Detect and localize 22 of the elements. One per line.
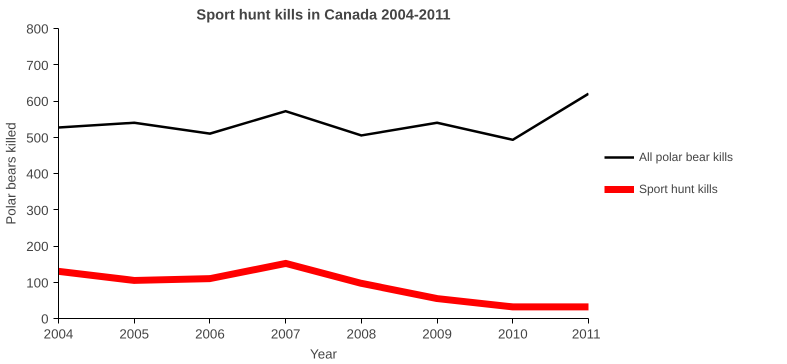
x-tick-label: 2011 bbox=[572, 326, 601, 342]
y-axis-title: Polar bears killed bbox=[3, 122, 18, 225]
chart-title: Sport hunt kills in Canada 2004-2011 bbox=[196, 8, 451, 24]
legend-label: All polar bear kills bbox=[639, 150, 734, 164]
y-tick-label: 100 bbox=[26, 275, 49, 290]
x-tick-label: 2006 bbox=[195, 326, 225, 342]
y-tick-label: 500 bbox=[26, 130, 49, 146]
legend-label: Sport hunt kills bbox=[639, 182, 718, 196]
x-tick-label: 2007 bbox=[270, 326, 300, 342]
y-tick-label: 700 bbox=[26, 58, 49, 73]
x-tick-label: 2008 bbox=[346, 326, 376, 342]
x-tick-label: 2005 bbox=[119, 326, 150, 342]
x-tick-label: 2009 bbox=[422, 326, 452, 342]
y-tick-label: 600 bbox=[26, 94, 49, 109]
x-axis-title: Year bbox=[310, 346, 338, 362]
y-tick-label: 800 bbox=[26, 22, 49, 36]
y-tick-label: 300 bbox=[26, 202, 49, 218]
y-tick-label: 0 bbox=[41, 312, 49, 326]
x-tick-label: 2010 bbox=[498, 326, 528, 342]
y-tick-label: 200 bbox=[26, 239, 49, 254]
x-tick-label: 2004 bbox=[44, 326, 74, 342]
y-tick-label: 400 bbox=[26, 166, 49, 182]
